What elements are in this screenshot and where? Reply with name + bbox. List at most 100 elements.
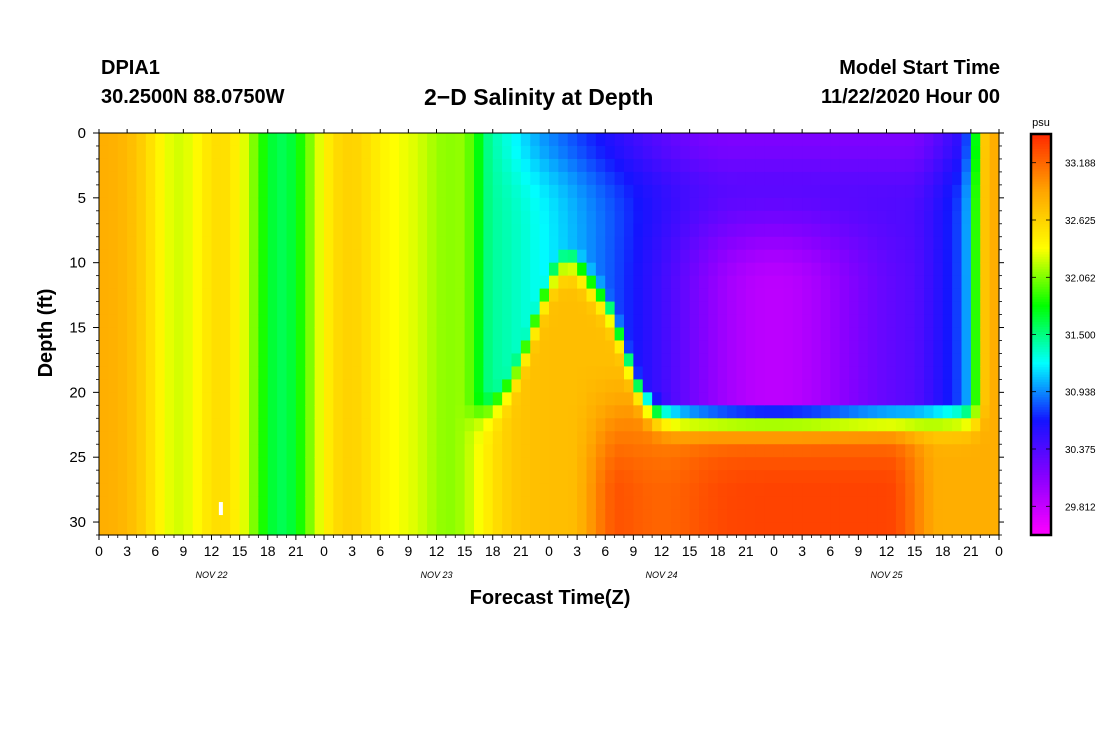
heatmap-cell — [642, 314, 653, 329]
heatmap-cell — [586, 184, 597, 199]
heatmap-cell — [277, 418, 288, 432]
heatmap-cell — [361, 197, 372, 212]
heatmap-cell — [595, 288, 606, 303]
heatmap-cell — [745, 184, 756, 199]
heatmap-cell — [549, 340, 559, 355]
heatmap-cell — [192, 483, 203, 497]
heatmap-cell — [370, 470, 381, 484]
heatmap-cell — [858, 133, 869, 147]
heatmap-cell — [877, 457, 888, 471]
heatmap-cell — [820, 522, 831, 536]
heatmap-cell — [164, 353, 175, 368]
heatmap-cell — [164, 223, 175, 238]
heatmap-cell — [811, 496, 822, 510]
colorbar-swatch — [1031, 502, 1051, 506]
heatmap-cell — [689, 301, 700, 316]
heatmap-cell — [830, 444, 841, 458]
x-tick-label: 18 — [710, 543, 726, 559]
heatmap-cell — [286, 210, 297, 225]
heatmap-cell — [989, 223, 1000, 238]
heatmap-cell — [249, 353, 259, 368]
heatmap-cell — [117, 470, 128, 484]
heatmap-cell — [436, 145, 447, 160]
heatmap-cell — [408, 392, 419, 406]
heatmap-cell — [774, 184, 784, 199]
heatmap-cell — [174, 184, 184, 199]
colorbar-swatch — [1031, 347, 1051, 351]
heatmap-cell — [877, 431, 888, 445]
heatmap-cell — [942, 496, 953, 510]
heatmap-cell — [689, 418, 700, 432]
heatmap-cell — [970, 301, 981, 316]
heatmap-cell — [558, 509, 569, 523]
heatmap-cell — [239, 327, 250, 342]
heatmap-cell — [483, 288, 494, 303]
heatmap-cell — [305, 496, 316, 510]
heatmap-cell — [924, 366, 934, 380]
heatmap-cell — [445, 470, 456, 484]
heatmap-cell — [511, 249, 522, 264]
heatmap-cell — [155, 158, 166, 173]
heatmap-cell — [886, 223, 897, 238]
heatmap-cell — [436, 197, 447, 212]
heatmap-cell — [577, 509, 588, 523]
heatmap-cell — [942, 314, 953, 329]
heatmap-cell — [511, 210, 522, 225]
colorbar-swatch — [1031, 412, 1051, 416]
heatmap-cell — [399, 392, 409, 406]
heatmap-cell — [839, 483, 850, 497]
heatmap-cell — [127, 483, 138, 497]
heatmap-cell — [202, 158, 213, 173]
heatmap-cell — [624, 133, 634, 147]
heatmap-cell — [502, 210, 513, 225]
heatmap-cell — [352, 379, 363, 393]
heatmap-cell — [202, 392, 213, 406]
heatmap-cell — [108, 210, 119, 225]
heatmap-cell — [858, 444, 869, 458]
heatmap-cell — [286, 470, 297, 484]
x-tick-label: 12 — [429, 543, 445, 559]
heatmap-cell — [783, 158, 794, 173]
heatmap-cell — [202, 366, 213, 380]
heatmap-cell — [755, 366, 766, 380]
heatmap-cell — [839, 379, 850, 393]
heatmap-cell — [877, 444, 888, 458]
heatmap-cell — [342, 197, 353, 212]
heatmap-cell — [380, 171, 391, 186]
heatmap-cell — [136, 327, 147, 342]
heatmap-cell — [108, 457, 119, 471]
heatmap-cell — [867, 314, 878, 329]
colorbar-swatch — [1031, 174, 1051, 178]
heatmap-cell — [802, 509, 813, 523]
heatmap-cell — [408, 431, 419, 445]
heatmap-cell — [370, 288, 381, 303]
heatmap-cell — [380, 288, 391, 303]
heatmap-cell — [520, 483, 531, 497]
colorbar-swatch — [1031, 156, 1051, 160]
heatmap-cell — [745, 133, 756, 147]
heatmap-cell — [295, 262, 306, 277]
colorbar-tick-label: 30.375 — [1065, 445, 1096, 456]
heatmap-cell — [680, 210, 691, 225]
heatmap-cell — [511, 262, 522, 277]
heatmap-cell — [577, 340, 588, 355]
colorbar-swatch — [1031, 404, 1051, 408]
heatmap-cell — [895, 431, 906, 445]
heatmap-cell — [755, 210, 766, 225]
heatmap-cell — [614, 444, 625, 458]
x-tick-label: 0 — [995, 543, 1003, 559]
heatmap-cell — [774, 496, 784, 510]
heatmap-cell — [127, 145, 138, 160]
heatmap-cell — [699, 418, 709, 432]
heatmap-cell — [164, 184, 175, 199]
heatmap-cell — [258, 288, 269, 303]
heatmap-cell — [277, 522, 288, 536]
heatmap-cell — [577, 236, 588, 251]
heatmap-cell — [858, 379, 869, 393]
heatmap-cell — [211, 405, 222, 419]
heatmap-cell — [849, 158, 859, 173]
heatmap-cell — [895, 314, 906, 329]
heatmap-cell — [352, 327, 363, 342]
heatmap-cell — [924, 288, 934, 303]
heatmap-cell — [942, 470, 953, 484]
